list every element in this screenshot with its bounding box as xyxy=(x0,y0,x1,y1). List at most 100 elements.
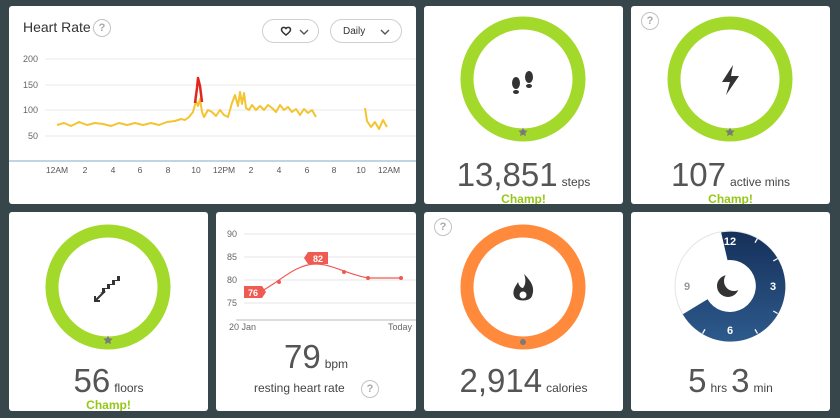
star-icon xyxy=(103,335,113,345)
heart-rate-chart: 200 150 100 50 12AM 2 4 6 8 10 12PM 2 4 … xyxy=(9,54,416,175)
x-tick-label: 6 xyxy=(138,165,143,175)
clock-label-12: 12 xyxy=(724,236,736,248)
y-tick-label: 150 xyxy=(23,80,38,90)
resting-heart-rate-tile[interactable]: 90 85 80 75 20 Jan Today 76 82 79 bpm res… xyxy=(216,212,416,411)
clock-ticks xyxy=(701,238,778,334)
floors-badge: Champ! xyxy=(86,398,131,411)
calories-value: 2,914 xyxy=(459,362,543,399)
floors-unit: floors xyxy=(114,381,144,395)
heart-rate-title: Heart Rate xyxy=(23,19,91,35)
heart-rate-tile[interactable]: Heart Rate ? Daily 200 150 100 50 12AM 2 xyxy=(9,6,416,204)
floors-tile[interactable]: 56 floors Champ! xyxy=(9,212,208,411)
data-point xyxy=(277,280,281,284)
sleep-clock: 12 3 6 9 xyxy=(674,230,786,342)
heart-rate-peak xyxy=(193,76,204,104)
x-tick-label: 2 xyxy=(249,165,254,175)
x-tick-label: 4 xyxy=(277,165,282,175)
resting-heart-rate-line xyxy=(255,263,401,295)
progress-ring xyxy=(460,224,586,350)
chevron-down-icon xyxy=(380,29,390,35)
progress-ring xyxy=(45,224,171,350)
sleep-value-row: 5 hrs 3 min xyxy=(631,362,830,400)
progress-ring xyxy=(667,16,793,142)
y-tick-label: 90 xyxy=(227,229,237,239)
floors-value: 56 xyxy=(73,362,111,399)
data-point xyxy=(399,276,403,280)
active-badge: Champ! xyxy=(708,192,753,204)
active-ring xyxy=(667,16,793,142)
sleep-minutes-unit: min xyxy=(753,381,773,395)
active-value: 107 xyxy=(670,156,727,193)
x-tick-label: 8 xyxy=(166,165,171,175)
x-tick-label: 4 xyxy=(111,165,116,175)
x-tick-label: 12AM xyxy=(378,165,400,175)
high-value-label: 82 xyxy=(313,254,323,264)
y-tick-label: 200 xyxy=(23,54,38,64)
clock-label-9: 9 xyxy=(684,281,690,293)
calories-ring xyxy=(460,224,586,350)
heart-rate-help-icon[interactable]: ? xyxy=(93,19,111,37)
x-tick-label: 12PM xyxy=(213,165,235,175)
calories-unit: calories xyxy=(546,381,588,395)
steps-value-row: 13,851 steps xyxy=(424,156,623,194)
clock-label-6: 6 xyxy=(727,325,733,337)
calories-tile[interactable]: ? 2,914 calories xyxy=(424,212,623,411)
x-tick-label: 10 xyxy=(191,165,201,175)
y-tick-label: 50 xyxy=(28,131,38,141)
steps-badge: Champ! xyxy=(501,192,546,204)
heart-rate-line-late xyxy=(364,107,388,130)
floors-ring xyxy=(45,224,171,350)
x-tick-label: 12AM xyxy=(46,165,68,175)
low-value-badge: 76 xyxy=(244,286,266,298)
resting-heart-rate-chart: 90 85 80 75 20 Jan Today 76 82 xyxy=(227,229,416,332)
y-tick-label: 85 xyxy=(227,252,237,262)
x-tick-label: 10 xyxy=(356,165,366,175)
ring-marker xyxy=(520,339,526,345)
star-icon xyxy=(725,127,735,137)
heart-filter-dropdown[interactable] xyxy=(262,19,319,43)
x-tick-label: 6 xyxy=(305,165,310,175)
footsteps-icon xyxy=(512,71,533,94)
heart-outline-icon xyxy=(280,26,292,36)
resting-hr-value: 79 xyxy=(283,338,321,375)
data-points xyxy=(277,270,403,284)
steps-unit: steps xyxy=(561,175,591,189)
high-value-badge: 82 xyxy=(304,252,328,264)
range-dropdown-label: Daily xyxy=(343,26,366,37)
x-end-label: Today xyxy=(388,322,413,332)
flame-icon xyxy=(513,274,534,301)
calories-help-icon[interactable]: ? xyxy=(434,218,452,236)
active-value-row: 107 active mins xyxy=(631,156,830,194)
resting-hr-caption: resting heart rate xyxy=(254,381,345,395)
steps-tile[interactable]: 13,851 steps Champ! xyxy=(424,6,623,204)
range-dropdown[interactable]: Daily xyxy=(330,19,402,43)
lightning-icon xyxy=(722,65,739,95)
progress-ring xyxy=(460,16,586,142)
resting-hr-unit: bpm xyxy=(324,357,349,371)
low-value-label: 76 xyxy=(248,288,258,298)
floors-value-row: 56 floors xyxy=(9,362,208,400)
steps-ring xyxy=(460,16,586,142)
sleep-tile[interactable]: 12 3 6 9 5 hrs 3 min xyxy=(631,212,830,411)
heart-filter-icons xyxy=(280,26,309,36)
y-tick-label: 100 xyxy=(23,105,38,115)
chevron-down-icon xyxy=(299,29,309,35)
steps-value: 13,851 xyxy=(456,156,558,193)
stairs-icon xyxy=(94,276,120,302)
resting-hr-value-row: 79 bpm xyxy=(216,338,416,376)
star-icon xyxy=(518,127,528,137)
active-minutes-tile[interactable]: ? 107 active mins Champ! xyxy=(631,6,830,204)
y-tick-label: 80 xyxy=(227,275,237,285)
x-start-label: 20 Jan xyxy=(229,322,256,332)
sleep-minutes: 3 xyxy=(731,362,750,399)
sleep-arc xyxy=(682,231,786,342)
active-unit: active mins xyxy=(730,175,791,189)
range-dropdown-chevron xyxy=(380,29,390,35)
calories-value-row: 2,914 calories xyxy=(424,362,623,400)
sleep-hours: 5 xyxy=(688,362,707,399)
clock-label-3: 3 xyxy=(770,281,776,293)
resting-hr-help-icon[interactable]: ? xyxy=(361,380,379,398)
x-tick-label: 2 xyxy=(83,165,88,175)
data-point xyxy=(366,276,370,280)
active-help-icon[interactable]: ? xyxy=(641,12,659,30)
